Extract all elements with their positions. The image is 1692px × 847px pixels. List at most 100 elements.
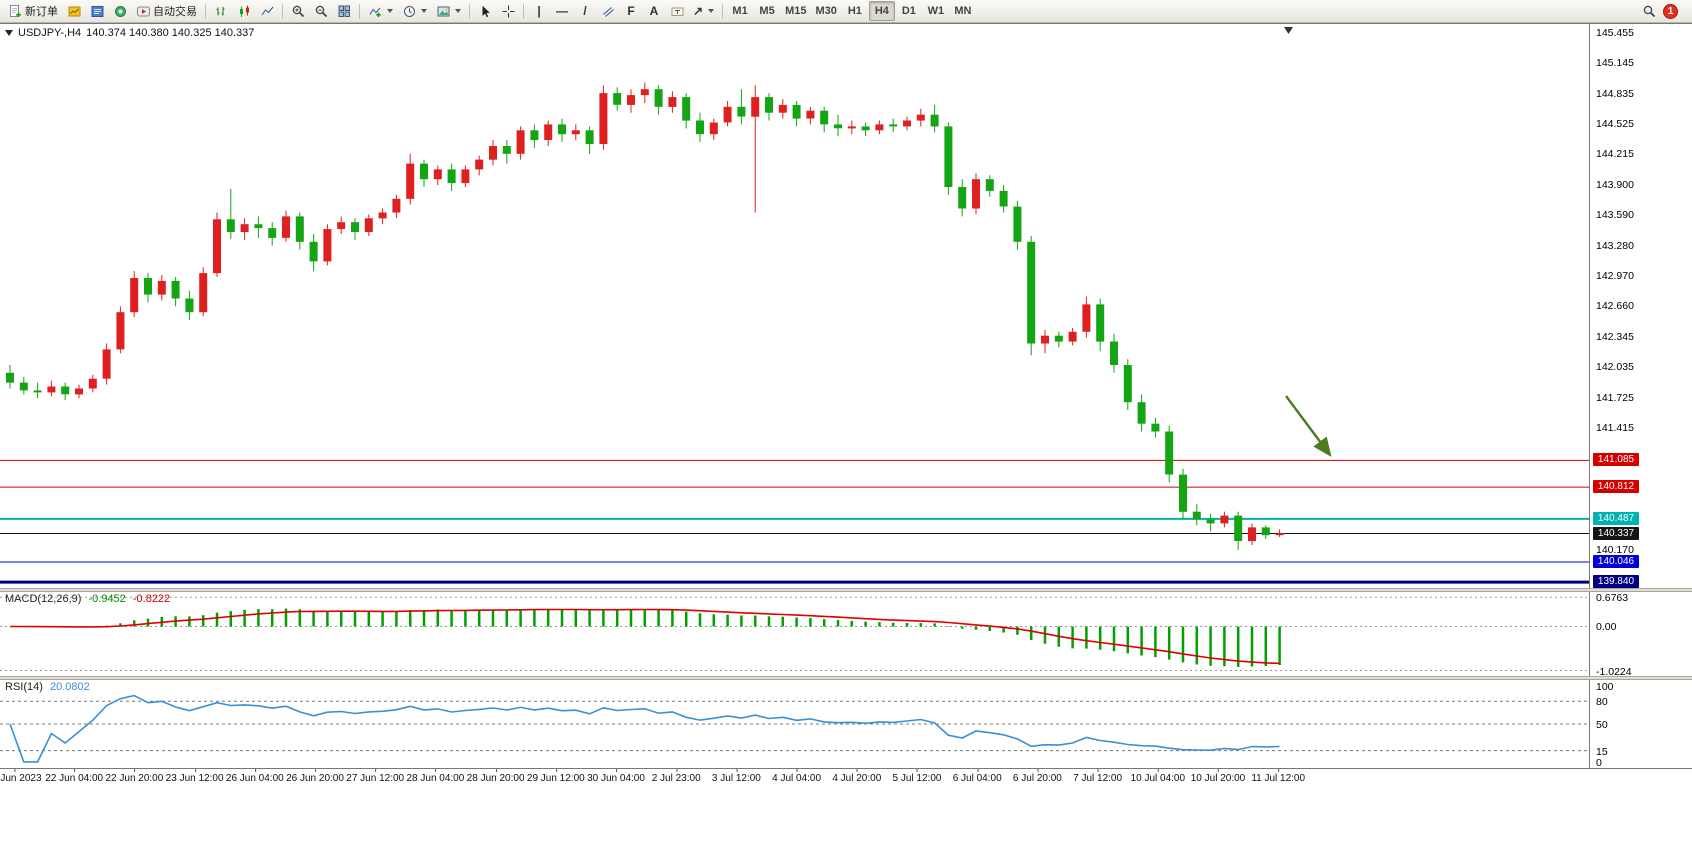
time-axis-label: 6 Jul 04:00 bbox=[952, 769, 1002, 784]
rsi-name: RSI(14) bbox=[5, 681, 43, 693]
horizontal-line-button[interactable]: — bbox=[551, 1, 573, 21]
timeframe-button-h4[interactable]: H4 bbox=[868, 1, 895, 21]
search-button[interactable] bbox=[1638, 1, 1660, 21]
macd-signal-line bbox=[10, 608, 1280, 665]
price-tag: 140.337 bbox=[1593, 526, 1639, 540]
crosshair-icon bbox=[501, 4, 515, 18]
new-order-button[interactable]: 新订单 bbox=[4, 1, 62, 21]
price-axis[interactable]: 145.455 145.145 144.835 144.525 144.215 143.9… bbox=[1590, 24, 1691, 588]
macd-axis[interactable]: 0.6763 0.00 -1.0224 bbox=[1590, 592, 1691, 676]
trendline-button[interactable]: / bbox=[574, 1, 596, 21]
dropdown-caret-icon bbox=[708, 9, 715, 13]
timeframe-button-m15[interactable]: M15 bbox=[781, 1, 810, 21]
zoom-out-button[interactable] bbox=[310, 1, 332, 21]
rsi-svg[interactable] bbox=[0, 680, 1590, 768]
rsi-line bbox=[9, 694, 1280, 763]
time-axis-label: 7 Jul 12:00 bbox=[1073, 769, 1123, 784]
crosshair-button[interactable] bbox=[497, 1, 519, 21]
chart-window: USDJPY-,H4 140.374 140.380 140.325 140.3… bbox=[0, 23, 1692, 787]
chart-title: USDJPY-,H4 140.374 140.380 140.325 140.3… bbox=[5, 27, 254, 39]
macd-svg[interactable] bbox=[0, 592, 1590, 676]
toolbar-separator bbox=[359, 3, 360, 19]
indicators-button[interactable] bbox=[364, 1, 397, 21]
vertical-line-icon: | bbox=[537, 4, 541, 18]
new-order-label: 新订单 bbox=[25, 6, 58, 18]
rsi-axis[interactable]: 100 80 50 15 0 bbox=[1590, 680, 1691, 768]
text-label-icon bbox=[670, 4, 684, 18]
timeframe-button-h1[interactable]: H1 bbox=[842, 1, 868, 21]
market-watch-button[interactable] bbox=[63, 1, 85, 21]
fibonacci-button[interactable]: F bbox=[620, 1, 642, 21]
zoom-in-button[interactable] bbox=[287, 1, 309, 21]
timeframe-button-mn[interactable]: MN bbox=[950, 1, 976, 21]
time-axis-label: 10 Jul 20:00 bbox=[1190, 769, 1246, 784]
macd-plot[interactable]: MACD(12,26,9) -0.9452 -0.8222 bbox=[0, 592, 1590, 676]
time-axis-label: 28 Jun 20:00 bbox=[466, 769, 525, 784]
time-axis-label: 23 Jun 12:00 bbox=[165, 769, 224, 784]
rsi-plot[interactable]: RSI(14) 20.0802 bbox=[0, 680, 1590, 768]
time-axis-label: 4 Jul 04:00 bbox=[772, 769, 822, 784]
dropdown-caret-icon bbox=[421, 9, 427, 13]
arrows-button[interactable]: ↗ bbox=[689, 1, 718, 21]
templates-icon bbox=[436, 4, 450, 18]
rsi-label: RSI(14) 20.0802 bbox=[5, 681, 90, 693]
timeframe-button-d1[interactable]: D1 bbox=[896, 1, 922, 21]
time-axis-label: 22 Jun 20:00 bbox=[105, 769, 164, 784]
timeframe-button-m5[interactable]: M5 bbox=[754, 1, 780, 21]
timeframe-button-m30[interactable]: M30 bbox=[811, 1, 840, 21]
templates-button[interactable] bbox=[432, 1, 465, 21]
timeframe-button-w1[interactable]: W1 bbox=[923, 1, 949, 21]
price-tag: 140.812 bbox=[1593, 480, 1639, 494]
price-tag: 140.046 bbox=[1593, 554, 1639, 568]
annotation-arrow[interactable] bbox=[1285, 395, 1332, 457]
time-axis-label: 10 Jul 04:00 bbox=[1130, 769, 1186, 784]
tile-windows-button[interactable] bbox=[333, 1, 355, 21]
text-button[interactable]: A bbox=[643, 1, 665, 21]
tile-windows-icon bbox=[337, 4, 351, 18]
price-chart-svg[interactable] bbox=[0, 24, 1590, 588]
candlestick-chart-button[interactable] bbox=[233, 1, 255, 21]
macd-label: MACD(12,26,9) -0.9452 -0.8222 bbox=[5, 593, 170, 605]
data-window-button[interactable] bbox=[86, 1, 108, 21]
toolbar-separator bbox=[205, 3, 206, 19]
price-axis-label: 141.415 bbox=[1596, 422, 1634, 435]
one-click-trading-arrow-icon[interactable] bbox=[5, 30, 13, 36]
price-axis-label: 143.590 bbox=[1596, 209, 1634, 222]
auto-trading-button[interactable]: 自动交易 bbox=[132, 1, 201, 21]
periods-clock-icon bbox=[402, 4, 416, 18]
macd-splitter[interactable] bbox=[0, 588, 1692, 592]
chart-shift-marker[interactable] bbox=[1284, 27, 1293, 34]
rsi-axis-label: 80 bbox=[1596, 696, 1608, 709]
cursor-button[interactable] bbox=[474, 1, 496, 21]
price-axis-label: 143.900 bbox=[1596, 179, 1634, 192]
time-axis-label: 3 Jul 12:00 bbox=[711, 769, 761, 784]
bar-chart-button[interactable] bbox=[210, 1, 232, 21]
time-axis-label: 5 Jul 12:00 bbox=[892, 769, 942, 784]
channel-button[interactable] bbox=[597, 1, 619, 21]
chart-symbol-label: USDJPY-,H4 bbox=[18, 27, 82, 39]
cursor-icon bbox=[478, 4, 492, 18]
time-axis-label: 26 Jun 20:00 bbox=[286, 769, 344, 784]
auto-trading-label: 自动交易 bbox=[153, 6, 197, 18]
price-lines-layer[interactable] bbox=[0, 459, 1590, 584]
main-chart-plot[interactable]: USDJPY-,H4 140.374 140.380 140.325 140.3… bbox=[0, 24, 1590, 588]
notification-badge[interactable]: 1 bbox=[1663, 3, 1678, 19]
macd-axis-label: 0.6763 bbox=[1596, 592, 1629, 605]
line-chart-icon bbox=[260, 4, 274, 18]
timeframe-button-m1[interactable]: M1 bbox=[727, 1, 753, 21]
zoom-out-icon bbox=[314, 4, 328, 18]
rsi-axis-label: 100 bbox=[1596, 681, 1614, 694]
price-tag: 141.085 bbox=[1593, 453, 1639, 467]
vertical-line-button[interactable]: | bbox=[528, 1, 550, 21]
macd-histogram-layer bbox=[22, 608, 1281, 667]
horizontal-line-icon: — bbox=[556, 4, 568, 18]
rsi-splitter[interactable] bbox=[0, 676, 1692, 680]
toolbar-separator bbox=[469, 3, 470, 19]
price-axis-label: 142.970 bbox=[1596, 270, 1634, 283]
price-axis-label: 144.835 bbox=[1596, 87, 1634, 100]
line-chart-button[interactable] bbox=[256, 1, 278, 21]
text-label-button[interactable] bbox=[666, 1, 688, 21]
periods-button[interactable] bbox=[398, 1, 431, 21]
navigator-button[interactable] bbox=[109, 1, 131, 21]
